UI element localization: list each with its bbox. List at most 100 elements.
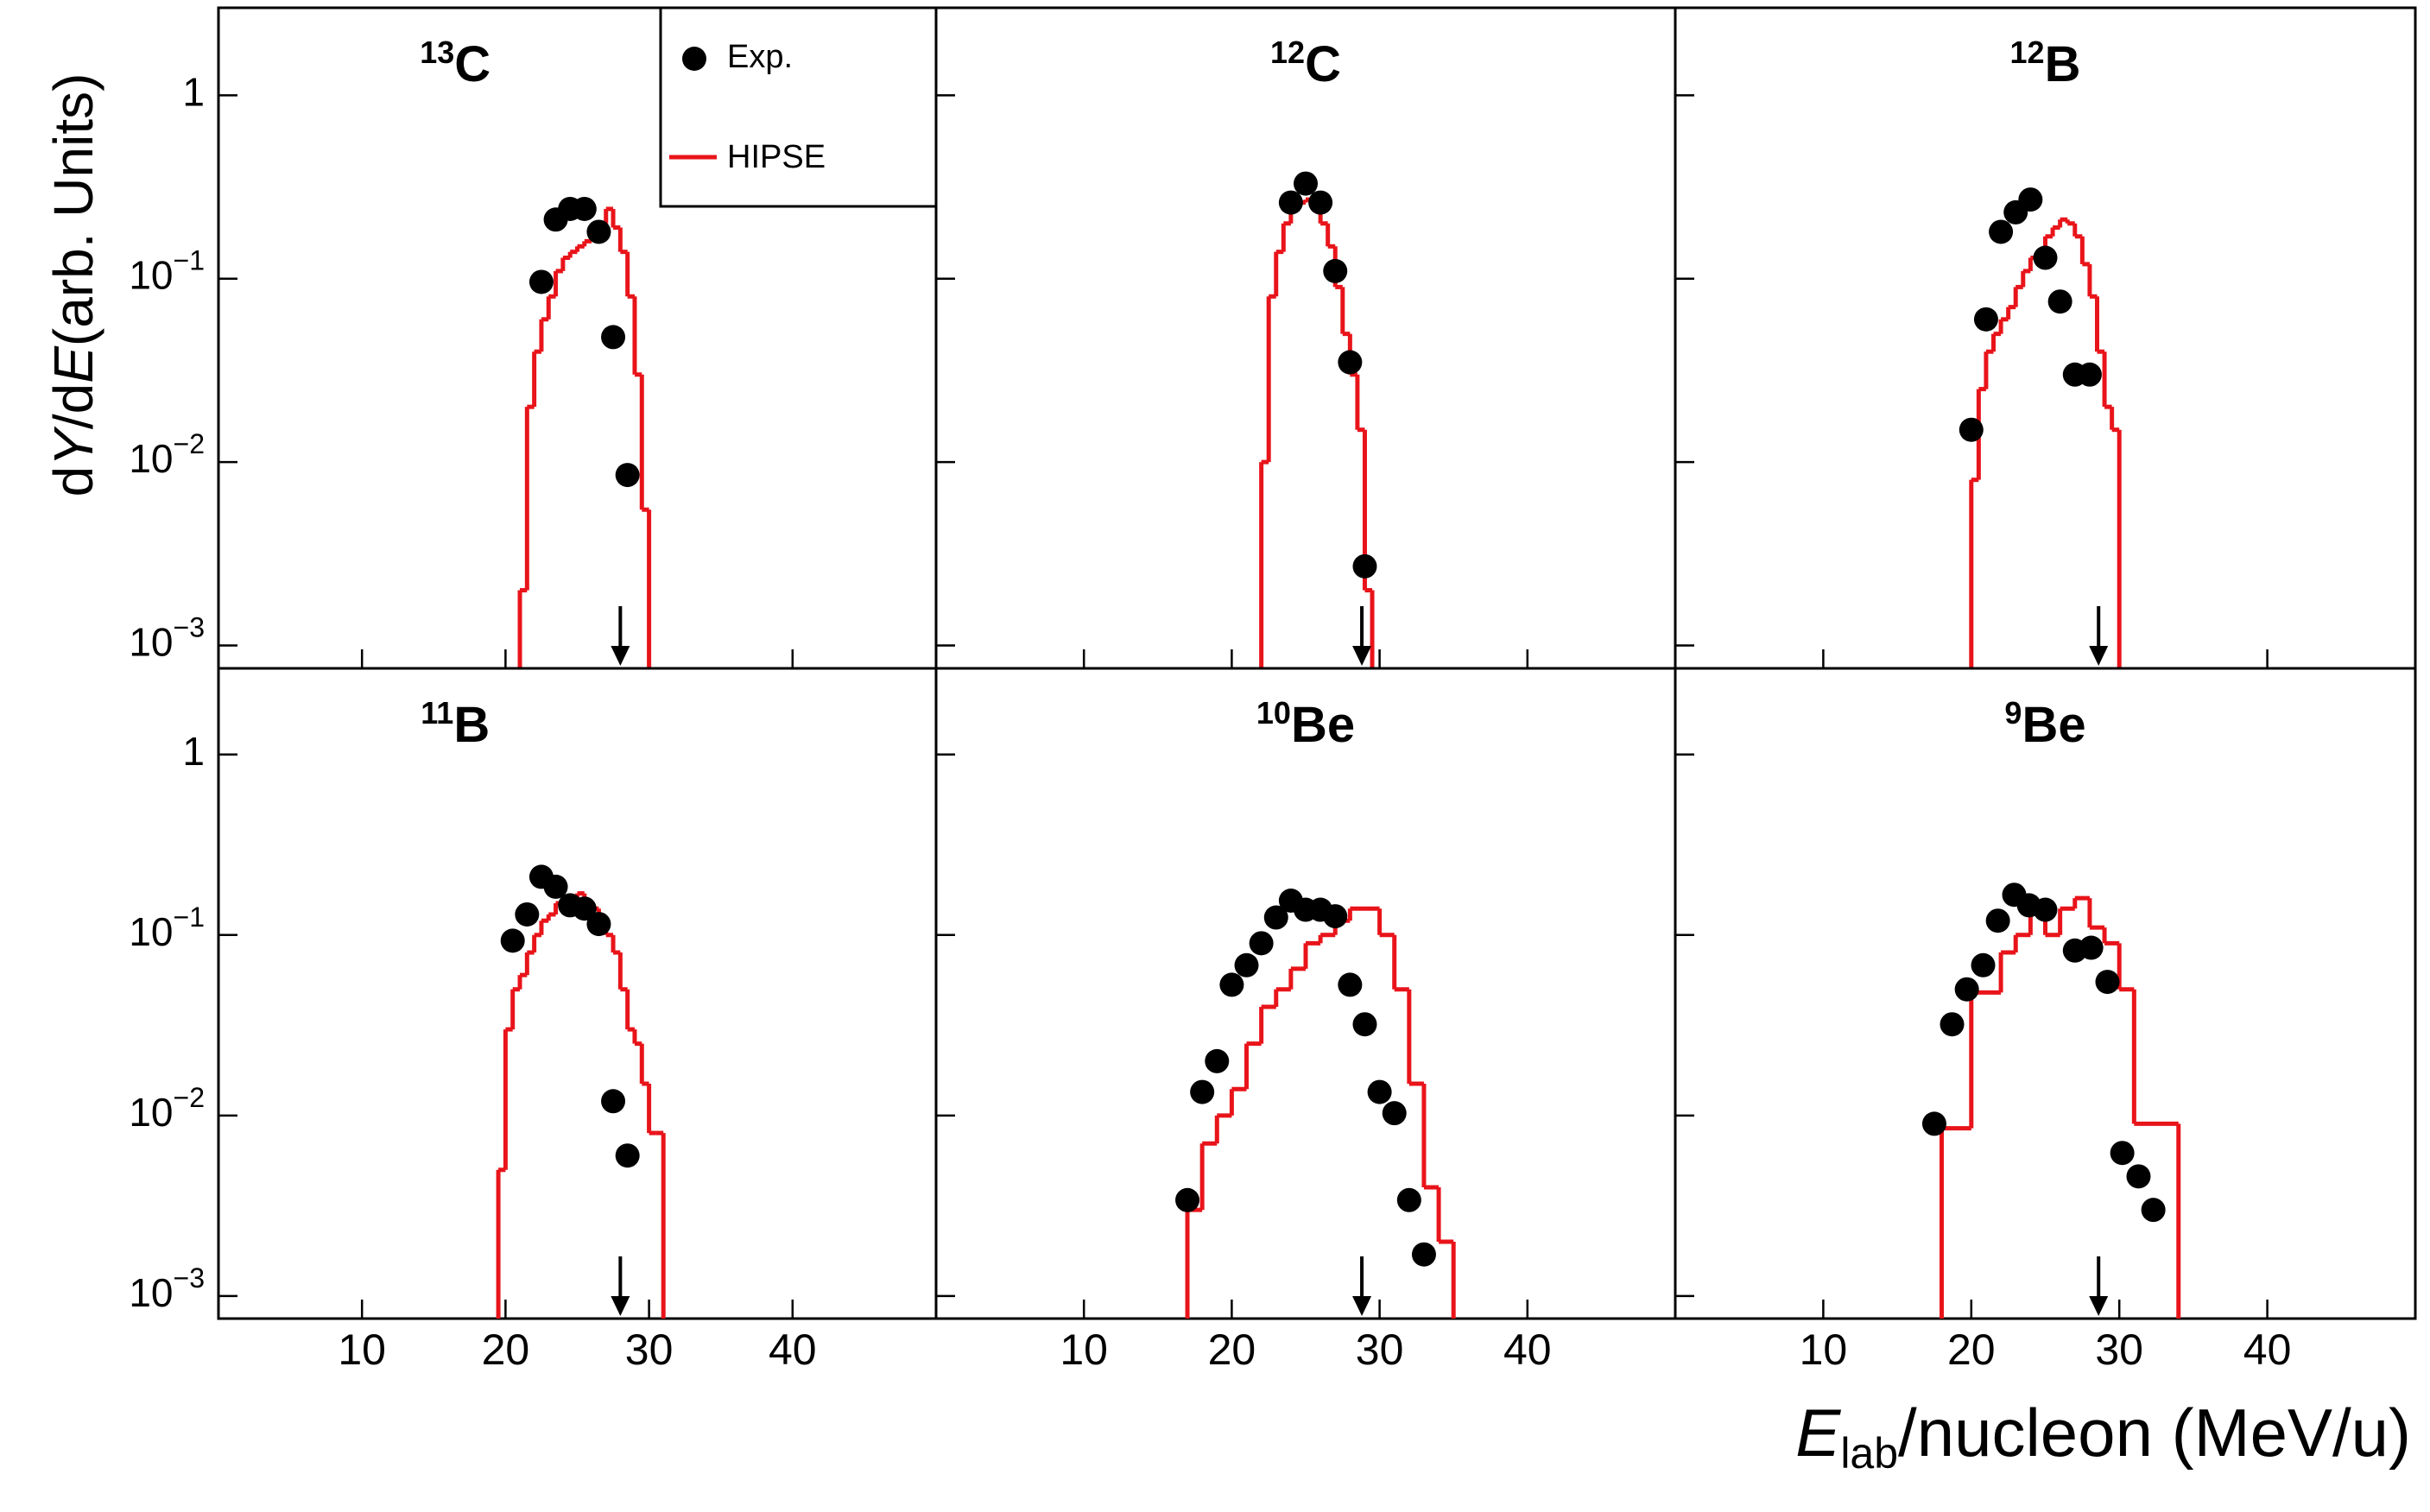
- panel-title: 12B: [2010, 35, 2081, 93]
- exp-point: [601, 1089, 626, 1114]
- exp-point: [1234, 952, 1259, 977]
- panel-frame: [1674, 6, 2417, 670]
- y-tick-base: 10: [129, 436, 173, 481]
- legend-marker: [682, 47, 706, 71]
- exp-point: [2141, 1198, 2166, 1223]
- y-tick-exponent: −3: [174, 612, 205, 643]
- exp-point: [1954, 977, 1979, 1002]
- exp-point: [2079, 935, 2104, 960]
- arrow-head: [2089, 1296, 2109, 1316]
- exp-point: [615, 463, 640, 488]
- exp-point: [1338, 350, 1363, 375]
- exp-point: [2095, 970, 2120, 995]
- exp-point: [1352, 554, 1377, 579]
- exp-point: [1175, 1187, 1200, 1212]
- y-tick-exponent: −1: [174, 245, 205, 276]
- y-tick-label: 10−1: [129, 245, 205, 298]
- y-tick-label: 1: [182, 729, 205, 774]
- exp-point: [1971, 952, 1996, 977]
- x-label-part: /nucleon (MeV/u): [1898, 1395, 2411, 1471]
- title-element: C: [454, 36, 490, 92]
- y-axis-label: dY/dE(arb. Units): [42, 73, 104, 497]
- legend-label: HIPSE: [727, 139, 826, 175]
- x-tick-label: 20: [482, 1325, 530, 1374]
- exp-point: [1249, 931, 1274, 956]
- y-tick-base: 10: [129, 909, 173, 954]
- exp-point: [1294, 171, 1318, 196]
- title-element: Be: [1291, 697, 1355, 753]
- panel-title: 13C: [420, 35, 490, 93]
- exp-point: [1411, 1242, 1436, 1267]
- panel-title: 10Be: [1256, 695, 1355, 754]
- title-mass: 12: [1270, 35, 1305, 70]
- panel-frame: [217, 667, 938, 1320]
- exp-point: [1205, 1048, 1230, 1073]
- exp-point: [572, 196, 597, 221]
- exp-point: [1985, 908, 2010, 933]
- exp-point: [1323, 904, 1348, 929]
- exp-point: [1989, 219, 2014, 244]
- panel-frame: [1674, 667, 2417, 1320]
- title-mass: 11: [421, 695, 453, 731]
- title-element: B: [2045, 36, 2081, 92]
- exp-point: [543, 874, 568, 899]
- exp-point: [1190, 1079, 1215, 1104]
- x-label-part: E: [1795, 1395, 1841, 1471]
- legend-label: Exp.: [727, 39, 793, 75]
- exp-point: [1219, 972, 1244, 997]
- exp-point: [528, 269, 554, 294]
- exp-point: [1338, 972, 1363, 997]
- arrow-head: [2089, 646, 2109, 666]
- title-mass: 10: [1256, 695, 1291, 731]
- y-tick-label: 10−2: [129, 429, 205, 482]
- panel-title: 9Be: [2004, 695, 2085, 754]
- x-axis-label: Elab/nucleon (MeV/u): [1795, 1395, 2411, 1478]
- panel-frame: [934, 6, 1677, 670]
- x-tick-label: 20: [1947, 1325, 1996, 1374]
- exp-point: [2126, 1164, 2151, 1189]
- exp-point: [586, 912, 611, 937]
- y-tick-label: 10−3: [129, 612, 205, 665]
- exp-point: [1940, 1012, 1965, 1037]
- exp-point: [1367, 1079, 1392, 1104]
- exp-point: [572, 896, 597, 921]
- exp-point: [1352, 1012, 1377, 1037]
- y-tick-base: 10: [129, 620, 173, 665]
- exp-point: [1323, 258, 1348, 283]
- y-tick-exponent: −2: [174, 429, 205, 460]
- x-tick-label: 40: [769, 1325, 817, 1374]
- exp-point: [2077, 362, 2102, 387]
- y-label-part: (arb. Units): [42, 73, 104, 347]
- legend-box: [659, 6, 938, 208]
- x-tick-label: 10: [1060, 1325, 1108, 1374]
- exp-point: [1921, 1111, 1946, 1136]
- y-tick-exponent: −3: [174, 1262, 205, 1294]
- x-tick-label: 30: [2095, 1325, 2143, 1374]
- exp-point: [1973, 307, 1998, 332]
- title-mass: 13: [420, 35, 454, 70]
- exp-point: [1396, 1187, 1421, 1212]
- title-element: C: [1305, 36, 1341, 92]
- y-tick-exponent: −1: [174, 902, 205, 933]
- x-label-part: lab: [1840, 1429, 1898, 1477]
- title-mass: 9: [2004, 695, 2022, 731]
- y-tick-base: 10: [129, 253, 173, 298]
- x-tick-label: 10: [1800, 1325, 1848, 1374]
- y-tick-label: 10−1: [129, 902, 205, 954]
- x-tick-label: 10: [338, 1325, 386, 1374]
- exp-point: [2018, 187, 2043, 212]
- exp-point: [500, 928, 525, 953]
- arrow-head: [611, 1296, 630, 1316]
- title-element: Be: [2022, 697, 2085, 753]
- exp-point: [601, 325, 626, 350]
- exp-point: [2047, 289, 2072, 314]
- y-tick-label: 10−2: [129, 1082, 205, 1135]
- exp-point: [1382, 1101, 1407, 1126]
- exp-point: [515, 902, 540, 927]
- y-tick-base: 10: [129, 1090, 173, 1135]
- arrow-head: [1352, 646, 1372, 666]
- y-label-part: E: [42, 345, 104, 383]
- exp-point: [615, 1143, 640, 1168]
